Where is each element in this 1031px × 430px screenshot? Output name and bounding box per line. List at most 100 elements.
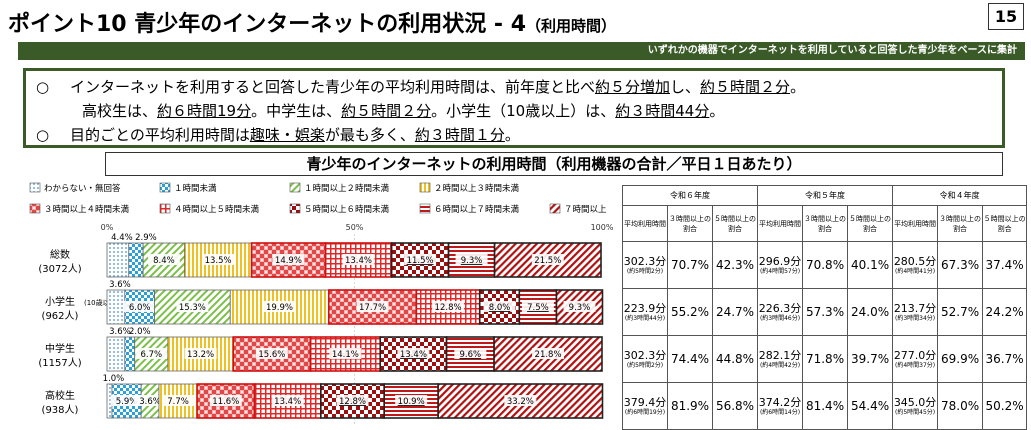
legend-label: ５時間以上６時間未満 xyxy=(304,204,390,215)
data-label: 4.4% xyxy=(111,233,133,243)
summary-text: 。小学生（10歳以上）は、 xyxy=(431,102,616,120)
share-5h-cell: 37.4% xyxy=(982,241,1028,289)
data-label: 8.0% xyxy=(489,303,511,313)
legend-swatch xyxy=(29,182,41,193)
summary-text: 。 xyxy=(709,102,725,120)
data-label: 7.5% xyxy=(527,303,549,313)
data-label: 1.0% xyxy=(103,374,125,384)
page-title: ポイント10 青少年のインターネットの利用状況 - 4（利用時間） xyxy=(8,6,616,38)
bar-segment xyxy=(106,289,126,325)
data-label: 3.6% xyxy=(139,397,161,407)
data-label-bg xyxy=(123,301,156,312)
data-label-bg xyxy=(504,395,537,406)
data-label: 6.0% xyxy=(129,303,151,313)
avg-minutes: 280.5分 xyxy=(893,254,937,268)
data-label-bg xyxy=(184,348,217,359)
share-3h-cell: 78.0% xyxy=(937,382,984,430)
avg-time-cell: 296.9分 (約4時間57分) xyxy=(757,241,804,289)
share-5h-cell: 44.8% xyxy=(711,335,759,383)
legend-label: ３時間以上４時間未満 xyxy=(44,204,130,215)
year-header: 令和４年度 xyxy=(892,185,1028,206)
avg-minutes: 277.0分 xyxy=(893,348,937,362)
col-header: 平均利用時間 xyxy=(622,205,668,242)
summary-highlight: 約６時間19分 xyxy=(157,102,252,120)
legend-swatch xyxy=(159,203,171,214)
avg-hours-minutes: (約6時間14分) xyxy=(759,408,801,416)
avg-time-cell: 302.3分 (約5時間2分) xyxy=(622,241,668,289)
year-header: 令和５年度 xyxy=(757,185,894,206)
bar-segment xyxy=(124,336,136,372)
legend-swatch xyxy=(29,203,41,214)
data-label-bg xyxy=(202,254,235,265)
avg-time-cell: 302.3分 (約5時間2分) xyxy=(622,335,668,383)
avg-time-cell: 282.1分 (約4時間42分) xyxy=(757,335,804,383)
bullet-icon: ○ xyxy=(36,126,50,144)
share-3h-cell: 71.8% xyxy=(802,335,849,383)
share-5h-cell: 24.2% xyxy=(982,288,1028,336)
bar-segment xyxy=(106,336,126,372)
share-3h-cell: 70.8% xyxy=(802,241,849,289)
tick-label: 50% xyxy=(346,223,364,232)
avg-hours-minutes: (約6時間19分) xyxy=(624,408,666,416)
stacked-bar-chart: わからない・無回答 １時間未満 １時間以上２時間未満 ２時間以上３時間未満 ３時間以上４… xyxy=(29,182,614,426)
avg-hours-minutes: (約5時間2分) xyxy=(626,361,664,369)
avg-hours-minutes: (約5時間45分) xyxy=(894,408,936,416)
data-label: 7.7% xyxy=(167,397,189,407)
avg-minutes: 345.0分 xyxy=(893,395,937,409)
share-5h-cell: 40.1% xyxy=(847,241,894,289)
summary-line-3: ○ 目的ごとの平均利用時間は趣味・娯楽が最も多く、約３時間１分。 xyxy=(36,123,992,147)
chart-legend: わからない・無回答 １時間未満 １時間以上２時間未満 ２時間以上３時間未満 ３時間以上４… xyxy=(29,182,607,215)
legend-label: ７時間以上 xyxy=(564,205,607,215)
summary-text: インターネットを利用すると回答した青少年の平均利用時間は、前年度と比べ xyxy=(70,78,596,96)
summary-text: 。 xyxy=(504,126,520,144)
category-note: (10歳以上) xyxy=(84,298,120,307)
data-label: 21.5% xyxy=(534,256,561,266)
share-3h-cell: 67.3% xyxy=(937,241,984,289)
data-label: 15.6% xyxy=(258,350,285,360)
avg-minutes: 296.9分 xyxy=(758,254,802,268)
data-label: 19.9% xyxy=(266,303,293,313)
col-header: ５時間以上の割合 xyxy=(847,205,894,242)
data-label: 13.5% xyxy=(205,256,232,266)
category-name: 総数 xyxy=(50,248,70,261)
data-label-bg xyxy=(454,348,487,359)
data-label-bg xyxy=(455,254,488,265)
summary-line-1: ○ インターネットを利用すると回答した青少年の平均利用時間は、前年度と比べ約５分増… xyxy=(36,75,992,99)
bar-segment xyxy=(106,242,130,278)
legend-label: ６時間以上７時間未満 xyxy=(434,204,520,215)
avg-minutes: 213.7分 xyxy=(893,301,937,315)
share-5h-cell: 24.0% xyxy=(847,288,894,336)
avg-minutes: 302.3分 xyxy=(623,254,667,268)
summary-text: 高校生は、 xyxy=(82,102,158,120)
col-header: 平均利用時間 xyxy=(757,205,804,242)
data-label: 12.8% xyxy=(435,303,462,313)
legend-swatch xyxy=(419,203,431,214)
data-label: 13.4% xyxy=(400,350,427,360)
col-header: ３時間以上の割合 xyxy=(937,205,984,242)
data-label-bg xyxy=(255,348,288,359)
summary-text: 。 xyxy=(790,78,806,96)
avg-time-cell: 277.0分 (約4時間37分) xyxy=(892,335,939,383)
avg-minutes: 282.1分 xyxy=(758,348,802,362)
data-label-bg xyxy=(134,395,167,406)
legend-swatch xyxy=(549,203,561,214)
data-label-bg xyxy=(521,301,554,312)
bar-groups: 4.4% 2.9% 8.4% 13.5% 14.9% 13.4% 11.5% 9.3% 21.5… xyxy=(103,233,604,419)
legend-label: ４時間以上５時間未満 xyxy=(174,204,260,215)
chart-title: 青少年のインターネットの利用時間（利用機器の合計／平日１日あたり） xyxy=(105,152,1003,176)
summary-text: 目的ごとの平均利用時間は xyxy=(70,126,250,144)
avg-hours-minutes: (約4時間42分) xyxy=(759,361,801,369)
year-header: 令和６年度 xyxy=(621,185,759,206)
data-label-bg xyxy=(563,301,596,312)
col-header: 平均利用時間 xyxy=(892,205,939,242)
share-3h-cell: 57.3% xyxy=(802,288,849,336)
data-label-bg xyxy=(432,301,465,312)
data-label: 9.6% xyxy=(460,350,482,360)
share-3h-cell: 52.7% xyxy=(937,288,984,336)
data-label-bg xyxy=(176,301,209,312)
data-label-bg xyxy=(271,395,304,406)
avg-hours-minutes: (約4時間57分) xyxy=(759,267,801,275)
avg-minutes: 223.9分 xyxy=(623,301,667,315)
data-label-bg xyxy=(397,348,430,359)
data-label: 21.8% xyxy=(535,350,562,360)
